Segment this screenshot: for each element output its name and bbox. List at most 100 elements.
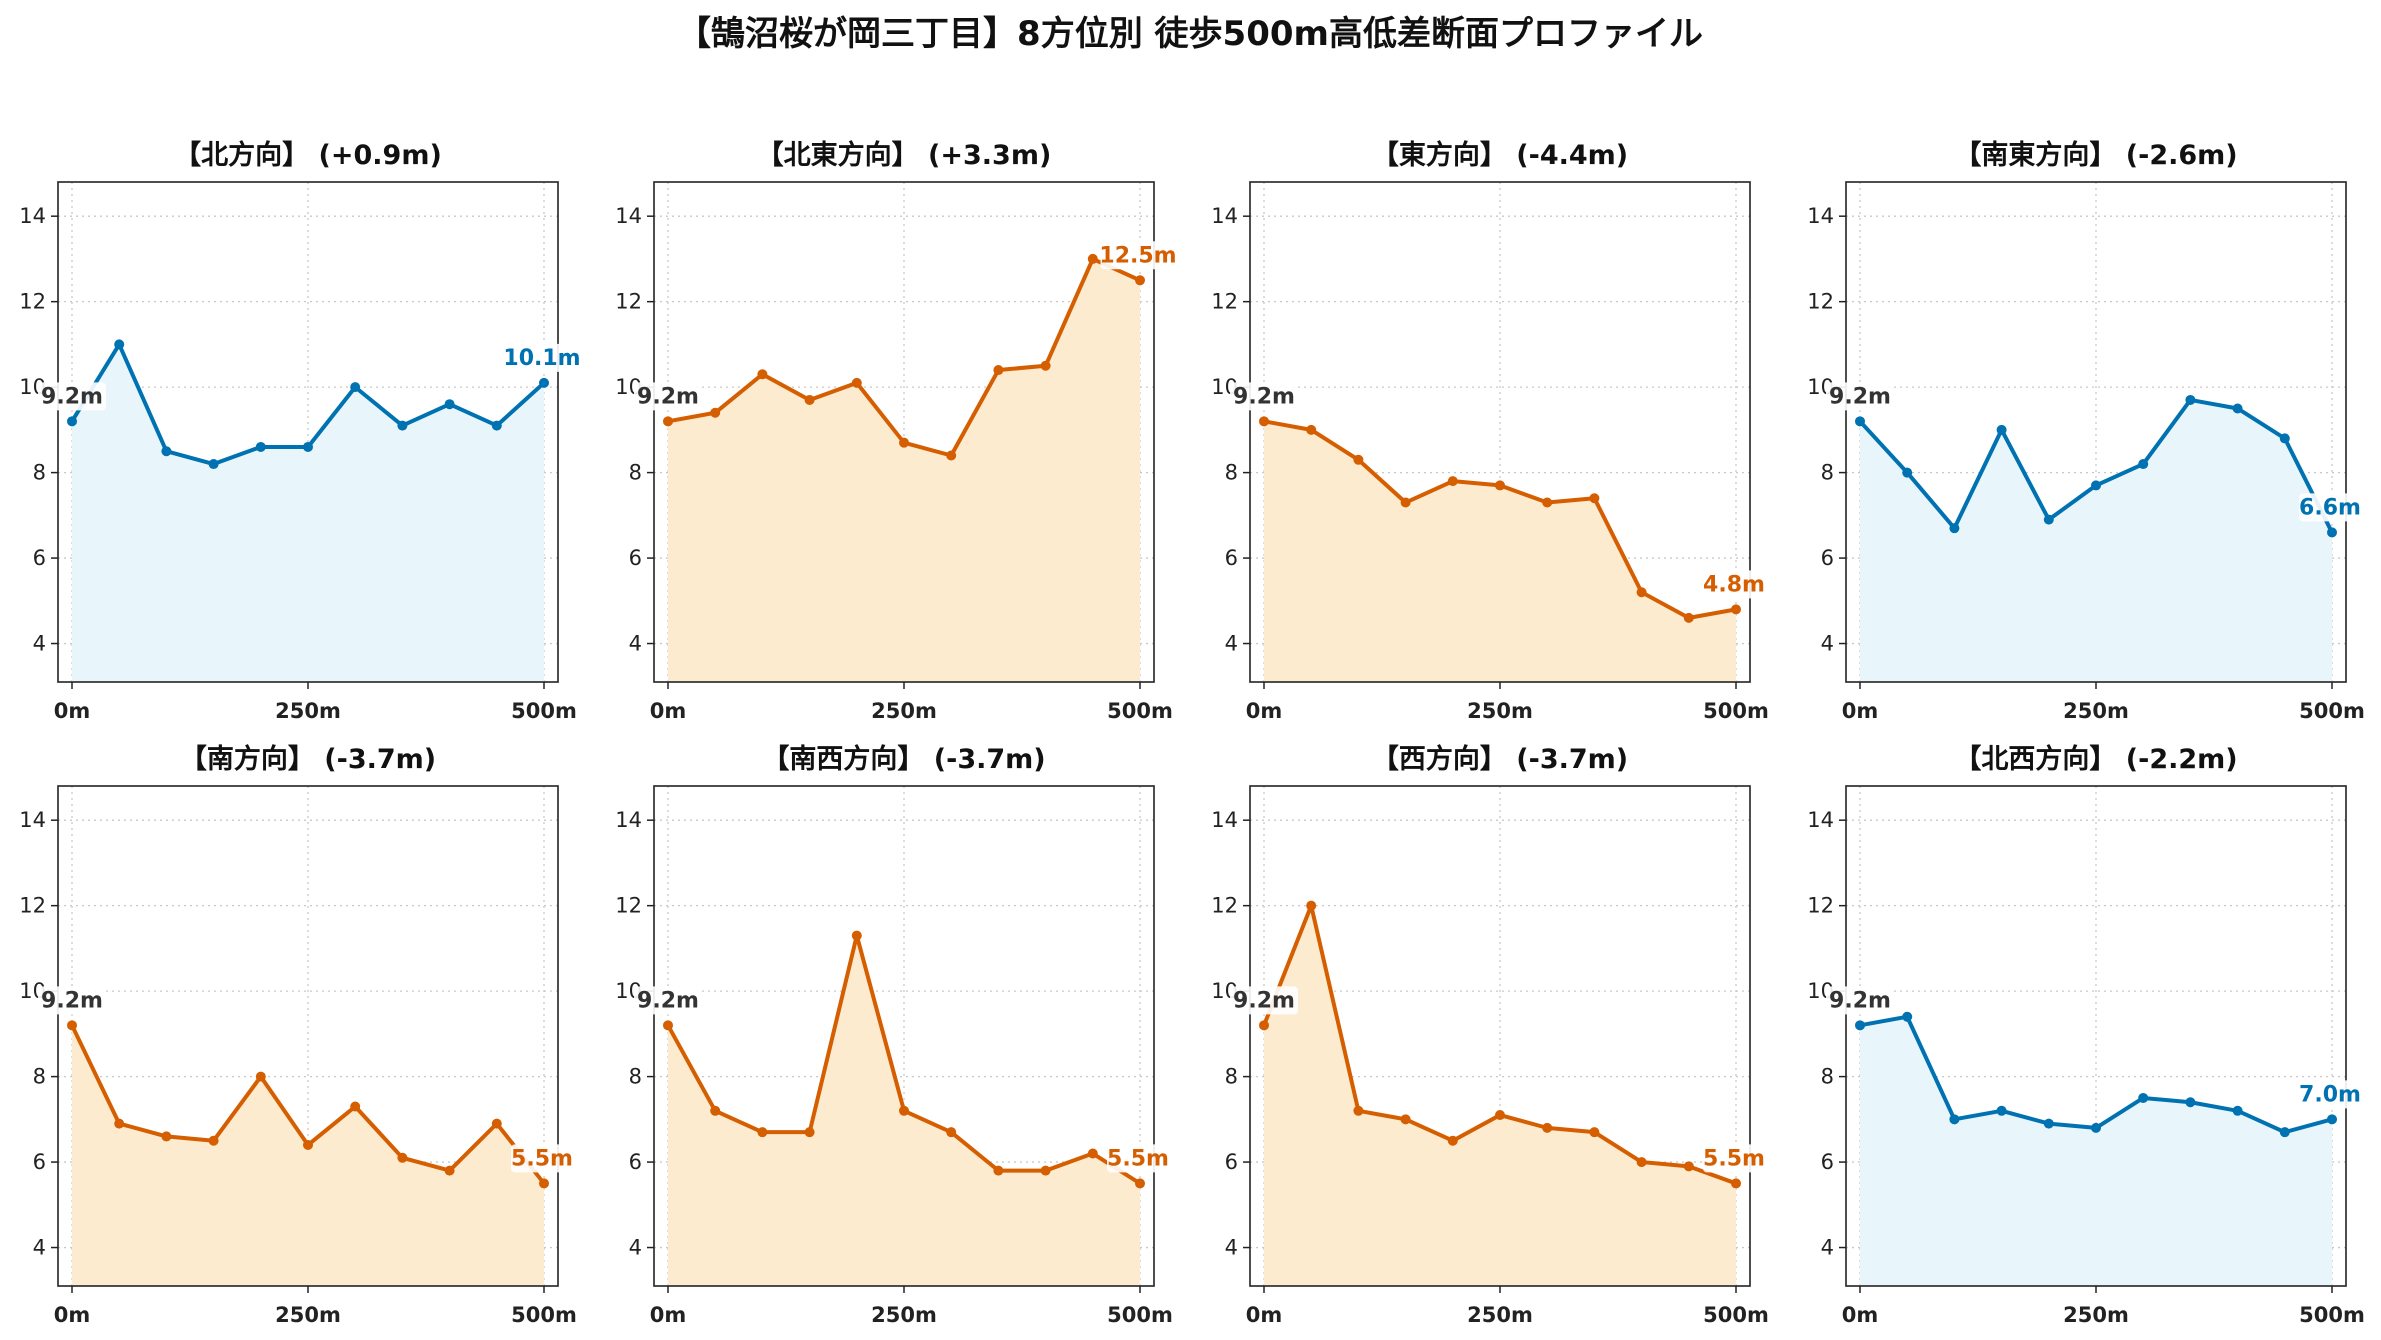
data-point [255, 441, 266, 452]
y-tick-label: 4 [1225, 632, 1238, 656]
data-point [2138, 459, 2149, 470]
data-point [1949, 523, 1960, 534]
data-point [491, 420, 502, 431]
data-point [303, 441, 313, 452]
y-tick-label: 8 [1225, 461, 1238, 485]
data-point [444, 399, 455, 410]
end-label-bg [1703, 570, 1765, 599]
data-point [1135, 1178, 1145, 1189]
y-tick-label: 14 [19, 808, 46, 832]
start-value-label: 9.2m [1829, 988, 1891, 1013]
data-point [710, 1105, 721, 1116]
data-point [67, 1020, 77, 1031]
data-point [1902, 467, 1913, 478]
y-tick-label: 4 [33, 1236, 46, 1260]
x-tick-label: 0m [1246, 1303, 1283, 1327]
data-point [1087, 253, 1098, 264]
x-tick-label: 500m [1703, 1303, 1769, 1327]
data-point [539, 377, 549, 388]
y-tick-label: 6 [629, 1150, 642, 1174]
data-point [2185, 1097, 2196, 1108]
series-area [1264, 421, 1736, 682]
data-point [1400, 497, 1411, 508]
data-point [1400, 1114, 1411, 1125]
y-tick-label: 12 [615, 894, 642, 918]
start-label-bg [1826, 382, 1894, 411]
data-point [397, 1152, 408, 1163]
x-tick-label: 0m [54, 1303, 91, 1327]
data-point [1447, 476, 1458, 487]
start-value-label: 9.2m [1233, 988, 1295, 1013]
data-point [2279, 1127, 2290, 1138]
y-tick-label: 8 [1821, 1065, 1834, 1089]
data-point [2232, 403, 2243, 414]
data-point [2091, 480, 2101, 491]
data-point [851, 930, 862, 941]
data-point [899, 1105, 909, 1116]
data-point [2327, 1114, 2337, 1125]
y-tick-label: 14 [1211, 204, 1238, 228]
y-tick-label: 12 [1211, 894, 1238, 918]
panel-title: 【北東方向】 (+3.3m) [757, 139, 1052, 171]
data-point [1542, 497, 1553, 508]
data-point [1542, 1122, 1553, 1133]
data-point [804, 1127, 815, 1138]
data-point [1447, 1135, 1458, 1146]
data-point [2091, 1122, 2101, 1133]
data-point [2043, 514, 2054, 525]
data-point [851, 377, 862, 388]
end-label-bg [1107, 1144, 1169, 1173]
panel-title: 【北西方向】 (-2.2m) [1954, 743, 2237, 775]
data-point [2043, 1118, 2054, 1129]
data-point [993, 365, 1004, 376]
panel-title: 【南西方向】 (-3.7m) [762, 743, 1045, 775]
x-tick-label: 0m [650, 1303, 687, 1327]
y-tick-label: 6 [629, 546, 642, 570]
y-tick-label: 14 [615, 204, 642, 228]
end-value-label: 5.5m [1703, 1146, 1765, 1171]
x-tick-label: 250m [871, 699, 937, 723]
x-tick-label: 500m [1107, 1303, 1173, 1327]
x-tick-label: 0m [650, 699, 687, 723]
data-point [1636, 587, 1647, 598]
panel-title: 【西方向】 (-3.7m) [1372, 743, 1628, 775]
y-tick-label: 12 [19, 894, 46, 918]
data-point [1996, 1105, 2007, 1116]
data-point [757, 369, 768, 380]
series-area [72, 344, 544, 682]
data-point [1135, 275, 1145, 286]
data-point [1731, 1178, 1741, 1189]
data-point [663, 1020, 673, 1031]
end-label-bg [1703, 1144, 1765, 1173]
panel-title: 【北方向】 (+0.9m) [174, 139, 442, 171]
data-point [1731, 604, 1741, 615]
data-point [1259, 1020, 1269, 1031]
y-tick-label: 14 [1807, 204, 1834, 228]
data-point [444, 1165, 455, 1176]
data-point [1353, 1105, 1364, 1116]
data-point [663, 416, 673, 427]
end-value-label: 7.0m [2299, 1082, 2361, 1107]
end-value-label: 10.1m [503, 346, 580, 371]
data-point [1259, 416, 1269, 427]
x-tick-label: 250m [2063, 699, 2129, 723]
y-tick-label: 4 [629, 632, 642, 656]
y-tick-label: 12 [615, 290, 642, 314]
data-point [2185, 394, 2196, 405]
data-point [1087, 1148, 1098, 1159]
data-point [1683, 1161, 1694, 1172]
data-point [2327, 527, 2337, 538]
y-tick-label: 6 [33, 546, 46, 570]
data-point [2138, 1092, 2149, 1103]
data-point [1040, 1165, 1051, 1176]
x-tick-label: 250m [275, 699, 341, 723]
data-point [946, 450, 957, 461]
end-value-label: 4.8m [1703, 572, 1765, 597]
end-value-label: 5.5m [1107, 1146, 1169, 1171]
y-tick-label: 8 [1821, 461, 1834, 485]
